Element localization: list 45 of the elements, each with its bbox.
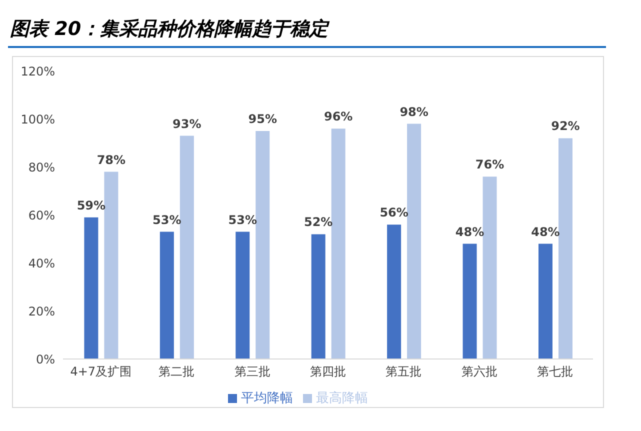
bar [236, 232, 250, 359]
data-label: 53% [152, 212, 182, 227]
bar [180, 136, 194, 359]
bar [256, 131, 270, 359]
x-tick-label: 第三批 [234, 364, 270, 379]
data-label: 96% [324, 110, 353, 124]
x-tick-label: 第五批 [386, 364, 422, 379]
x-tick-label: 第七批 [537, 364, 574, 379]
bar [407, 124, 422, 359]
data-label: 78% [96, 152, 126, 167]
x-tick-label: 第四批 [310, 364, 346, 379]
bar [387, 224, 402, 359]
bar [462, 244, 477, 359]
data-label: 53% [228, 212, 257, 227]
legend-label: 平均降幅 [241, 391, 293, 406]
data-label: 56% [380, 206, 408, 220]
legend-label: 最高降幅 [316, 391, 368, 406]
y-tick-label: 100% [20, 112, 55, 126]
bar [104, 172, 118, 359]
data-label: 59% [76, 198, 106, 212]
chart-title: 图表 20：集采品种价格降幅趋于稳定 [9, 17, 330, 42]
data-label: 48% [531, 224, 560, 239]
data-label: 76% [475, 158, 504, 172]
y-tick-label: 120% [20, 64, 55, 78]
data-label: 98% [400, 104, 428, 119]
bar [482, 176, 497, 359]
bar [558, 138, 572, 359]
data-label: 93% [172, 116, 202, 131]
y-tick-label: 0% [36, 352, 55, 366]
data-label: 48% [455, 224, 484, 239]
x-tick-label: 第六批 [461, 364, 498, 379]
data-label: 95% [248, 112, 277, 126]
y-tick-label: 60% [28, 208, 55, 222]
x-tick-label: 4+7及扩围 [70, 364, 132, 379]
bar [160, 232, 174, 359]
y-tick-label: 80% [28, 160, 55, 174]
bar [311, 234, 326, 359]
data-label: 52% [304, 215, 333, 230]
data-label: 92% [551, 119, 580, 134]
bar [331, 128, 346, 359]
y-tick-label: 40% [28, 256, 55, 270]
bar [538, 244, 552, 359]
x-tick-label: 第二批 [158, 364, 195, 379]
y-tick-label: 20% [28, 304, 55, 318]
bar [84, 217, 98, 359]
